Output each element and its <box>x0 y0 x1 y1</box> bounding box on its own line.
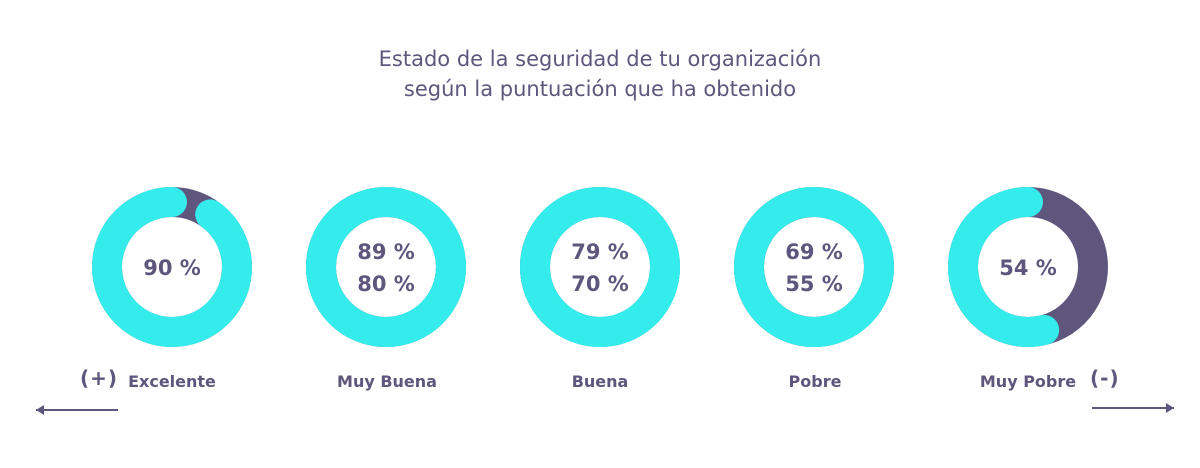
donut-label-buena-1: 70 % <box>571 272 629 296</box>
category-label-muy-pobre: Muy Pobre <box>979 372 1077 391</box>
donut-label-muy-buena-0: 89 % <box>357 240 415 264</box>
donut-value-cap-buena <box>585 187 680 347</box>
arrow-left-icon <box>36 405 118 415</box>
category-label-excelente: Excelente <box>128 372 216 391</box>
category-label-buena: Buena <box>571 372 629 391</box>
scale-plus-label: (+) <box>80 366 119 390</box>
donut-value-excelente <box>92 187 252 347</box>
donut-buena: 79 % 70 % <box>520 187 680 347</box>
category-label-muy-buena: Muy Buena <box>337 372 437 391</box>
scale-minus-label: (-) <box>1090 366 1120 390</box>
chart-title-line-1: Estado de la seguridad de tu organizació… <box>378 47 822 71</box>
donut-muy-pobre: 54 % <box>948 187 1108 347</box>
chart-title-line-2: según la puntuación que ha obtenido <box>403 77 797 101</box>
donut-excelente: 90 % <box>92 187 252 347</box>
donut-value-cap-pobre <box>799 187 894 347</box>
donut-label-muy-pobre-0: 54 % <box>999 256 1057 280</box>
donut-value-cap-muy-buena <box>371 187 466 347</box>
donut-value-muy-pobre <box>948 187 1060 347</box>
donut-label-pobre-0: 69 % <box>785 240 843 264</box>
arrow-right-icon <box>1092 403 1174 413</box>
donut-label-muy-buena-1: 80 % <box>357 272 415 296</box>
donut-label-excelente-0: 90 % <box>143 256 201 280</box>
category-label-pobre: Pobre <box>788 372 842 391</box>
donut-muy-buena: 89 % 80 % <box>306 187 466 347</box>
chart-title: Estado de la seguridad de tu organizació… <box>0 44 1200 104</box>
donut-label-pobre-1: 55 % <box>785 272 843 296</box>
donut-label-buena-0: 79 % <box>571 240 629 264</box>
donut-pobre: 69 % 55 % <box>734 187 894 347</box>
